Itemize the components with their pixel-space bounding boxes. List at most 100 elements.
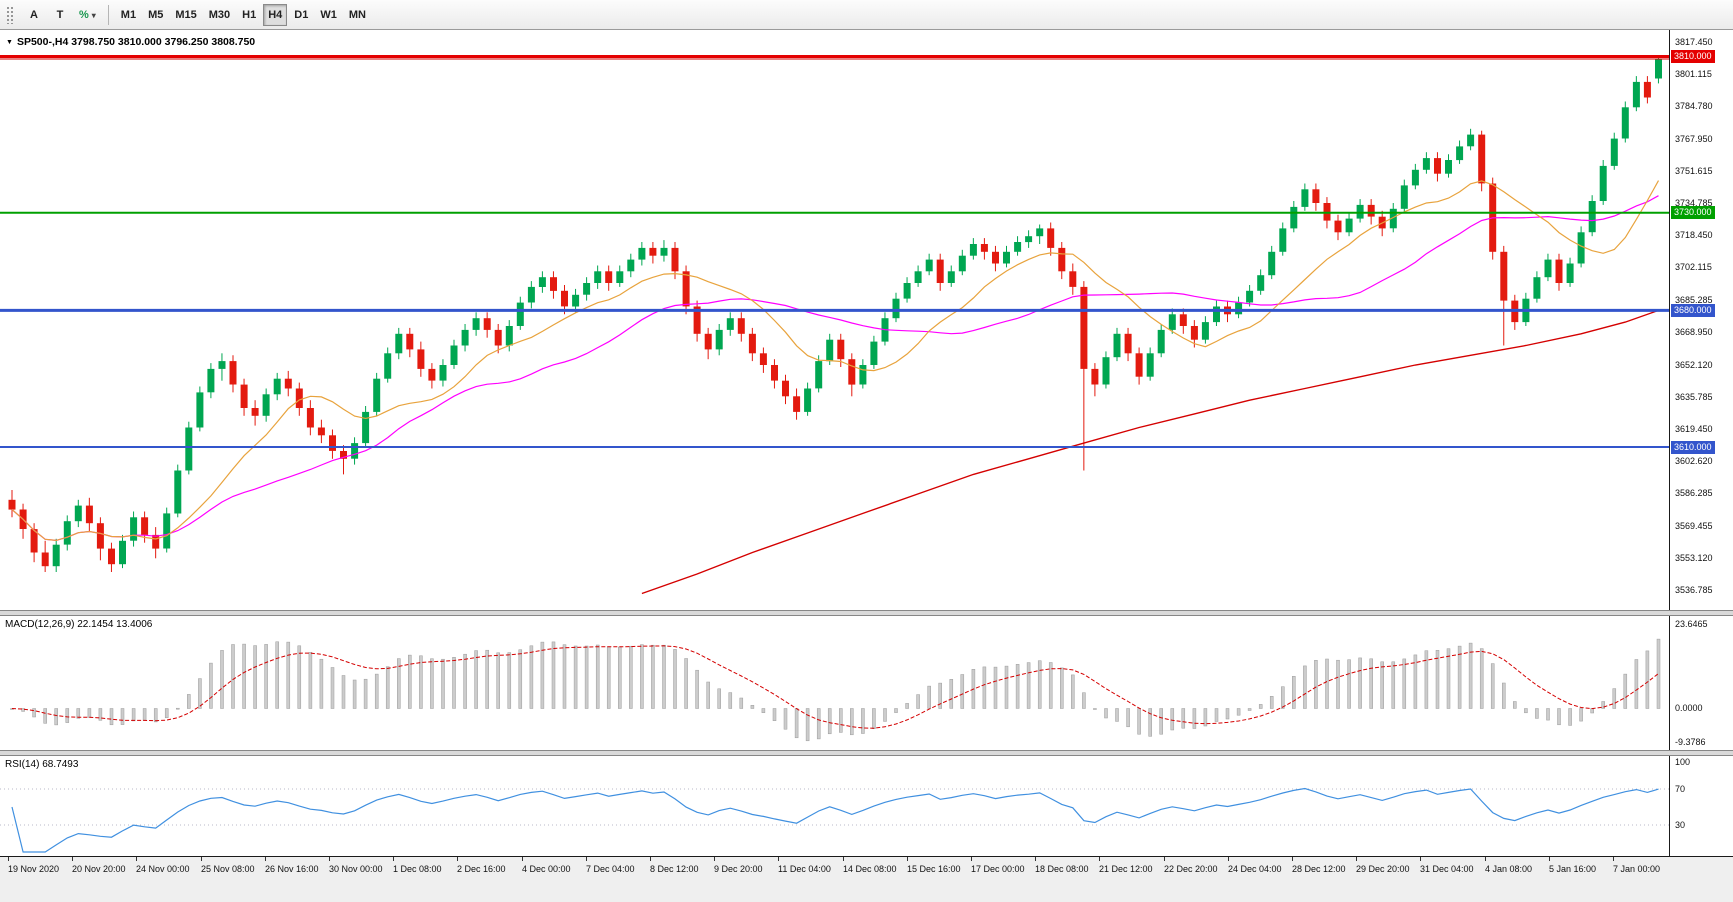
macd-indicator-chart[interactable] <box>0 616 1669 750</box>
time-axis-label: 2 Dec 16:00 <box>457 864 506 874</box>
timeframe-button-m5[interactable]: M5 <box>143 4 168 26</box>
price-axis-tick: 3734.785 <box>1675 198 1713 208</box>
timeframe-button-h4[interactable]: H4 <box>263 3 288 26</box>
time-axis[interactable]: 19 Nov 2020 20 Nov 20:00 24 Nov 00:00 25 No… <box>0 856 1733 902</box>
candlestick-chart[interactable] <box>0 30 1669 610</box>
time-axis-label: 28 Dec 12:00 <box>1292 864 1346 874</box>
price-axis-tick: 3602.620 <box>1675 456 1713 466</box>
time-axis-label: 5 Jan 16:00 <box>1549 864 1597 874</box>
symbol-ohlc-header: ▼ SP500-,H4 3798.750 3810.000 3796.250 38… <box>6 36 255 48</box>
price-axis-tick: 3668.950 <box>1675 327 1713 337</box>
toolbar-grip-handle[interactable] <box>6 5 14 24</box>
time-axis-tick <box>72 857 73 861</box>
time-axis-tick <box>971 857 972 861</box>
time-axis-label: 21 Dec 12:00 <box>1099 864 1153 874</box>
time-axis-label: 4 Dec 00:00 <box>522 864 571 874</box>
timeframe-button-m15[interactable]: M15 <box>170 4 201 26</box>
price-axis-tick: 3569.455 <box>1675 521 1713 531</box>
time-axis-tick <box>1035 857 1036 861</box>
ma-red-line <box>641 309 1659 595</box>
rsi-axis-tick: 70 <box>1675 784 1686 794</box>
price-axis[interactable]: 3817.450 3801.115 3784.780 3767.950 3751.615… <box>1669 30 1733 610</box>
price-axis-tick: 3702.115 <box>1675 262 1712 272</box>
price-axis-tick: 3718.450 <box>1675 230 1713 240</box>
time-axis-tick <box>1292 857 1293 861</box>
symbol-ohlc-text: SP500-,H4 3798.750 3810.000 3796.250 380… <box>16 36 256 48</box>
time-axis-tick <box>907 857 908 861</box>
price-axis-tick: 3635.785 <box>1675 392 1713 402</box>
timeframe-button-h1[interactable]: H1 <box>237 4 261 26</box>
price-axis-tick: 3767.950 <box>1675 134 1713 144</box>
time-axis-label: 8 Dec 12:00 <box>650 864 699 874</box>
time-axis-tick <box>586 857 587 861</box>
time-axis-label: 24 Nov 00:00 <box>136 864 190 874</box>
time-axis-label: 14 Dec 08:00 <box>843 864 897 874</box>
price-axis-tick: 3536.785 <box>1675 585 1713 595</box>
time-axis-label: 7 Dec 04:00 <box>586 864 635 874</box>
time-axis-label: 1 Dec 08:00 <box>393 864 442 874</box>
timeframe-button-w1[interactable]: W1 <box>315 4 342 26</box>
time-axis-tick <box>1099 857 1100 861</box>
rsi-indicator-chart[interactable] <box>0 756 1669 856</box>
percent-change-button[interactable]: % ▾ <box>74 4 101 26</box>
time-axis-label: 25 Nov 08:00 <box>201 864 255 874</box>
toolbar-separator <box>107 4 109 25</box>
rsi-label: RSI(14) 68.7493 <box>5 759 79 770</box>
price-chart-panel: ▼ SP500-,H4 3798.750 3810.000 3796.250 38… <box>0 30 1733 610</box>
price-line-label[interactable]: 3730.000 <box>1671 206 1715 219</box>
ma-magenta-line <box>11 195 1659 542</box>
time-axis-label: 17 Dec 00:00 <box>971 864 1025 874</box>
time-axis-tick <box>1485 857 1486 861</box>
rsi-line <box>11 787 1659 853</box>
percent-icon: % <box>79 8 89 21</box>
rsi-axis-tick: 30 <box>1675 820 1686 830</box>
chart-area: ▼ SP500-,H4 3798.750 3810.000 3796.250 38… <box>0 30 1733 902</box>
time-axis-label: 26 Nov 16:00 <box>265 864 319 874</box>
price-line-label[interactable]: 3680.000 <box>1671 304 1715 317</box>
time-axis-tick <box>457 857 458 861</box>
price-axis-tick: 3553.120 <box>1675 553 1713 563</box>
time-axis-tick <box>201 857 202 861</box>
timeframe-button-d1[interactable]: D1 <box>289 4 313 26</box>
time-axis-tick <box>265 857 266 861</box>
macd-label: MACD(12,26,9) 22.1454 13.4006 <box>5 619 153 630</box>
panel-divider[interactable] <box>0 750 1733 756</box>
macd-histogram <box>10 638 1661 742</box>
time-axis-label: 4 Jan 08:00 <box>1485 864 1533 874</box>
macd-axis-tick: -9.3786 <box>1675 737 1706 747</box>
timeframe-button-group: M1 M5 M15 M30 H1 H4 D1 W1 MN <box>115 3 372 26</box>
ma-orange-line <box>11 180 1660 542</box>
timeframes-toolbar: A T % ▾ M1 M5 M15 M30 H1 H4 D1 W1 MN <box>0 0 1733 30</box>
time-axis-label: 11 Dec 04:00 <box>778 864 831 874</box>
macd-axis-tick: 23.6465 <box>1675 619 1708 629</box>
panel-divider[interactable] <box>0 610 1733 616</box>
text-tool-t-button[interactable]: T <box>48 4 72 26</box>
time-axis-label: 15 Dec 16:00 <box>907 864 961 874</box>
price-line-label[interactable]: 3610.000 <box>1671 441 1715 454</box>
price-line-label[interactable]: 3810.000 <box>1671 50 1715 63</box>
price-axis-tick: 3784.780 <box>1675 101 1713 111</box>
time-axis-tick <box>1164 857 1165 861</box>
time-axis-label: 30 Nov 00:00 <box>329 864 383 874</box>
timeframe-button-mn[interactable]: MN <box>344 4 371 26</box>
price-axis-tick: 3751.615 <box>1675 166 1713 176</box>
arrow-tool-a-button[interactable]: A <box>22 4 46 26</box>
timeframe-button-m1[interactable]: M1 <box>116 4 141 26</box>
price-axis-tick: 3685.285 <box>1675 295 1713 305</box>
time-axis-tick <box>393 857 394 861</box>
timeframe-button-m30[interactable]: M30 <box>204 4 235 26</box>
price-axis-tick: 3817.450 <box>1675 37 1713 47</box>
macd-axis: 23.6465 0.0000 -9.3786 <box>1669 616 1733 750</box>
time-axis-tick <box>1356 857 1357 861</box>
triangle-marker-icon: ▼ <box>6 39 13 46</box>
time-axis-tick <box>8 857 9 861</box>
time-axis-tick <box>1228 857 1229 861</box>
price-axis-tick: 3586.285 <box>1675 488 1713 498</box>
time-axis-tick <box>329 857 330 861</box>
time-axis-label: 31 Dec 04:00 <box>1420 864 1474 874</box>
time-axis-label: 7 Jan 00:00 <box>1613 864 1661 874</box>
time-axis-label: 22 Dec 20:00 <box>1164 864 1218 874</box>
macd-axis-tick: 0.0000 <box>1675 703 1703 713</box>
time-axis-tick <box>714 857 715 861</box>
time-axis-tick <box>1420 857 1421 861</box>
